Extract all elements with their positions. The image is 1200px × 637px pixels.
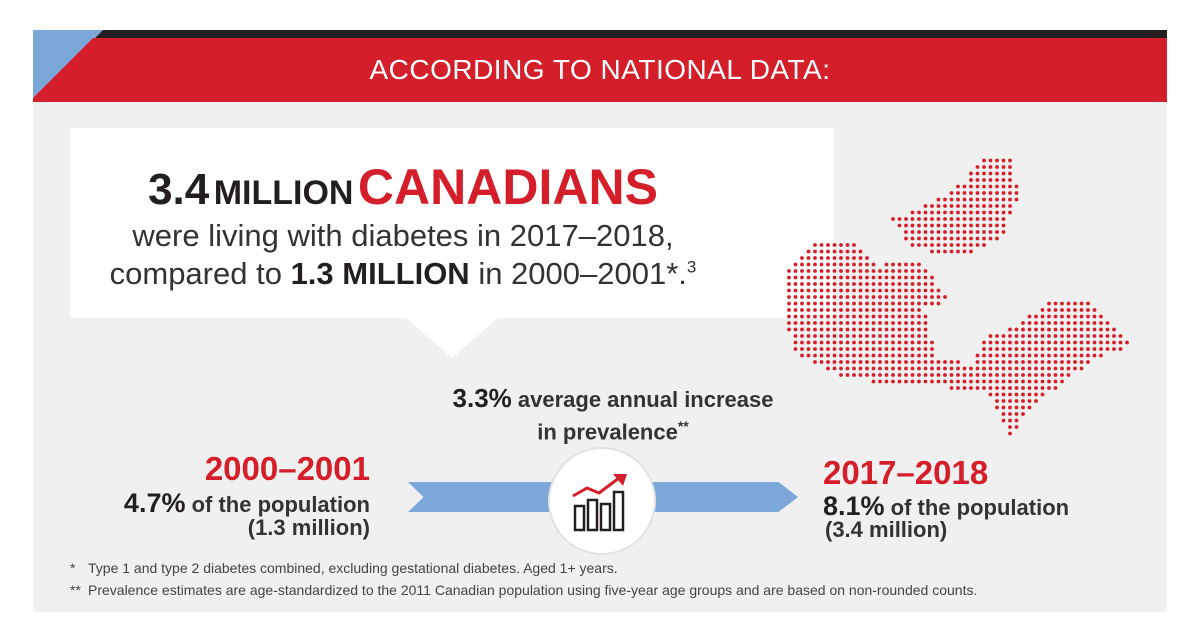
headline-million: MILLION [213,174,354,212]
footnote-1-mark: * [70,560,76,576]
right-population: 8.1% of the population [823,491,1123,522]
left-population: 4.7% of the population [73,488,370,519]
line3-post: in 2000–2001*. [469,256,687,291]
left-count: (1.3 million) [247,515,370,540]
increase-text-1: average annual increase [511,387,774,412]
right-percent: 8.1% [823,491,885,521]
footnote-2-text: Prevalence estimates are age-standardize… [88,582,978,598]
headline-canadians: CANADIANS [357,159,658,215]
red-banner [33,38,1167,102]
increase-text-2: in prevalence [537,419,678,445]
top-dark-bar [33,30,1167,38]
headline: 3.4 MILLION CANADIANS [103,158,703,216]
footnote-2-mark: ** [70,582,81,598]
footnote-1: * Type 1 and type 2 diabetes combined, ex… [70,560,1150,576]
line3-bold: 1.3 MILLION [290,256,470,291]
infographic-card: ACCORDING TO NATIONAL DATA: 3.4 MILLION … [33,30,1167,612]
headline-line-2: were living with diabetes in 2017–2018, [132,218,674,253]
left-percent: 4.7% [123,488,186,518]
headline-number: 3.4 [148,165,210,214]
canada-map-icon [787,158,1129,436]
left-year: 2000–2001 [204,450,370,487]
rising-chart-icon [572,474,627,532]
footnote-1-text: Type 1 and type 2 diabetes combined, exc… [88,560,618,576]
annual-increase: 3.3% average annual increase in prevalen… [413,385,813,445]
left-pop-text: of the population [185,492,370,517]
headline-line-3: compared to 1.3 MILLION in 2000–2001*.3 [103,256,703,292]
line3-reference: 3 [686,257,697,277]
banner-title: ACCORDING TO NATIONAL DATA: [369,54,831,85]
line3-pre: compared to [109,256,291,291]
increase-percent: 3.3% [452,383,512,413]
right-year: 2017–2018 [823,454,989,491]
trend-circle [548,447,656,555]
right-count: (3.4 million) [825,517,948,542]
increase-mark: ** [677,418,689,434]
right-pop-text: of the population [884,495,1070,520]
footnote-2: ** Prevalence estimates are age-standardi… [70,582,1150,598]
